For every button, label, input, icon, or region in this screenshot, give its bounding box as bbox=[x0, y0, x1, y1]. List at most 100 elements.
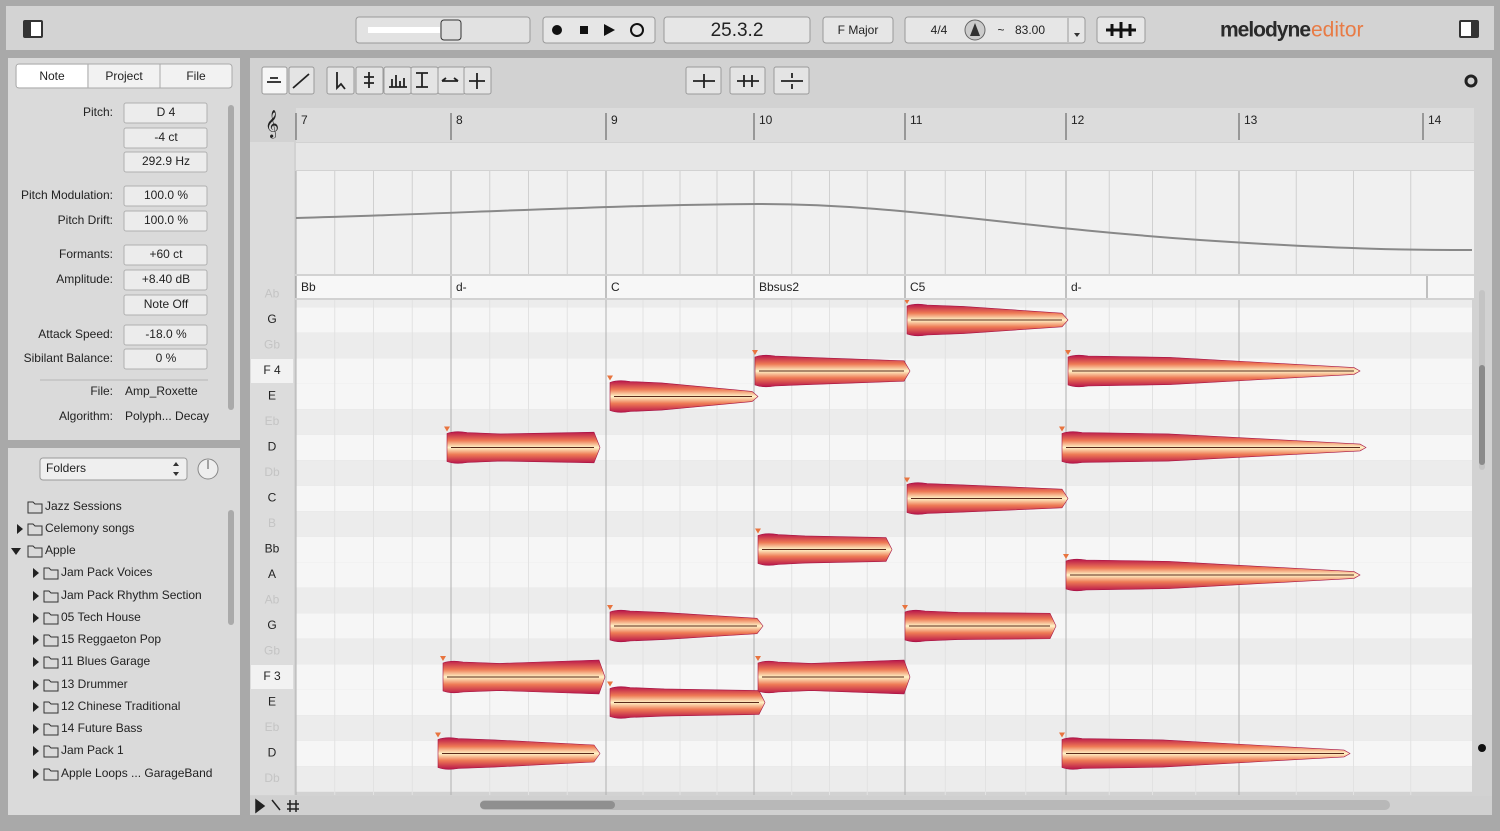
field-value: 100.0 % bbox=[144, 188, 188, 202]
pitch-row bbox=[296, 511, 1472, 537]
expand-arrow[interactable] bbox=[33, 591, 39, 601]
field-box[interactable] bbox=[123, 324, 208, 346]
field-box[interactable] bbox=[123, 102, 208, 124]
chord[interactable]: C bbox=[611, 280, 620, 294]
key-label: Gb bbox=[264, 338, 280, 352]
chord[interactable]: Bbsus2 bbox=[759, 280, 799, 294]
key-label: Ab bbox=[265, 287, 280, 301]
clef-icon: 𝄞 bbox=[265, 110, 279, 138]
field-box[interactable] bbox=[123, 151, 208, 173]
pitch-row bbox=[296, 307, 1472, 333]
tempo-display[interactable] bbox=[904, 16, 1086, 44]
tempo-mode: ~ bbox=[997, 23, 1004, 37]
key-label: F 3 bbox=[263, 669, 281, 683]
loop-button[interactable] bbox=[630, 23, 644, 37]
field-value: -18.0 % bbox=[145, 327, 187, 341]
field-label: Pitch: bbox=[83, 105, 113, 119]
transport[interactable] bbox=[542, 16, 656, 44]
play-button[interactable] bbox=[604, 24, 615, 36]
tool-button[interactable] bbox=[383, 66, 412, 95]
folder-name[interactable]: Jam Pack Rhythm Section bbox=[61, 588, 202, 602]
expand-arrow[interactable] bbox=[33, 746, 39, 756]
tool-button[interactable] bbox=[410, 66, 439, 95]
key-label: D bbox=[268, 746, 277, 760]
bar-number: 13 bbox=[1244, 113, 1258, 127]
chord[interactable]: Bb bbox=[301, 280, 316, 294]
tempo-dropdown[interactable] bbox=[1074, 33, 1080, 37]
chord[interactable]: d- bbox=[1071, 280, 1082, 294]
expand-arrow[interactable] bbox=[33, 635, 39, 645]
pitch-row bbox=[296, 383, 1472, 410]
folder-icon bbox=[43, 656, 59, 669]
field-box[interactable] bbox=[123, 210, 208, 232]
field-value: -4 ct bbox=[154, 130, 178, 144]
tab[interactable]: File bbox=[186, 69, 206, 83]
zoom-knob[interactable] bbox=[1478, 744, 1486, 752]
tab[interactable]: Note bbox=[39, 69, 65, 83]
scrollbar bbox=[228, 510, 234, 625]
position-display[interactable] bbox=[663, 16, 811, 44]
folder-name[interactable]: Apple bbox=[45, 543, 76, 557]
collapse-arrow[interactable] bbox=[11, 548, 21, 555]
field-box[interactable] bbox=[123, 185, 208, 207]
folder-name[interactable]: Apple Loops ... GarageBand bbox=[61, 766, 212, 780]
stop-button[interactable] bbox=[580, 26, 588, 34]
tab[interactable]: Project bbox=[105, 69, 143, 83]
expand-arrow[interactable] bbox=[33, 568, 39, 578]
tempo-lane bbox=[296, 171, 1474, 274]
chord[interactable]: d- bbox=[456, 280, 467, 294]
expand-arrow[interactable] bbox=[17, 524, 23, 534]
tempo: 83.00 bbox=[1015, 23, 1045, 37]
folder-name[interactable]: 11 Blues Garage bbox=[61, 654, 150, 668]
key-label: F 4 bbox=[263, 363, 281, 377]
expand-arrow[interactable] bbox=[33, 680, 39, 690]
key-display[interactable] bbox=[822, 16, 894, 44]
tempo-curve bbox=[295, 202, 1473, 251]
folder-name[interactable]: Jazz Sessions bbox=[45, 499, 122, 513]
key: F Major bbox=[838, 23, 879, 37]
field-box[interactable] bbox=[123, 244, 208, 266]
pitch-grid bbox=[295, 300, 1472, 795]
pitch-row bbox=[296, 766, 1472, 792]
folder-name[interactable]: 05 Tech House bbox=[61, 610, 141, 624]
field-box[interactable] bbox=[123, 348, 208, 370]
view-dropdown[interactable] bbox=[39, 457, 188, 481]
overview-wave bbox=[480, 800, 1390, 810]
chord[interactable]: C5 bbox=[910, 280, 926, 294]
expand-arrow[interactable] bbox=[33, 724, 39, 734]
pitch-row bbox=[296, 587, 1472, 614]
field-label: Pitch Modulation: bbox=[21, 188, 113, 202]
folder-name[interactable]: 12 Chinese Traditional bbox=[61, 699, 180, 713]
slider-fill bbox=[368, 27, 440, 33]
field-box[interactable] bbox=[123, 269, 208, 291]
note-start bbox=[752, 350, 758, 355]
tab-selected bbox=[17, 65, 87, 87]
pitch-row bbox=[296, 332, 1472, 359]
key-label: G bbox=[267, 618, 276, 632]
edition: editor bbox=[1311, 19, 1364, 42]
expand-arrow[interactable] bbox=[33, 769, 39, 779]
folder-name[interactable]: 15 Reggaeton Pop bbox=[61, 632, 161, 646]
field-value: Note Off bbox=[144, 297, 189, 311]
note-start bbox=[444, 426, 450, 432]
settings-icon[interactable] bbox=[1464, 74, 1478, 88]
folder-name[interactable]: Jam Pack 1 bbox=[61, 743, 124, 757]
folder-name[interactable]: Jam Pack Voices bbox=[61, 565, 152, 579]
folder-icon bbox=[43, 768, 59, 781]
slider-thumb[interactable] bbox=[440, 19, 462, 41]
record-button[interactable] bbox=[552, 25, 562, 35]
folder-name[interactable]: 14 Future Bass bbox=[61, 721, 142, 735]
tool-icon bbox=[416, 72, 428, 88]
tool-button[interactable] bbox=[261, 66, 288, 95]
expand-arrow[interactable] bbox=[33, 702, 39, 712]
tool-button[interactable] bbox=[326, 66, 355, 95]
folder-name[interactable]: 13 Drummer bbox=[61, 677, 128, 691]
overview-thumb[interactable] bbox=[480, 801, 615, 809]
expand-arrow[interactable] bbox=[33, 657, 39, 667]
folder-name[interactable]: Celemony songs bbox=[45, 521, 134, 535]
expand-arrow[interactable] bbox=[33, 613, 39, 623]
field-box[interactable] bbox=[123, 127, 208, 149]
field-box[interactable] bbox=[123, 294, 208, 316]
key-label: Gb bbox=[264, 644, 280, 658]
bar-number: 7 bbox=[301, 113, 308, 127]
